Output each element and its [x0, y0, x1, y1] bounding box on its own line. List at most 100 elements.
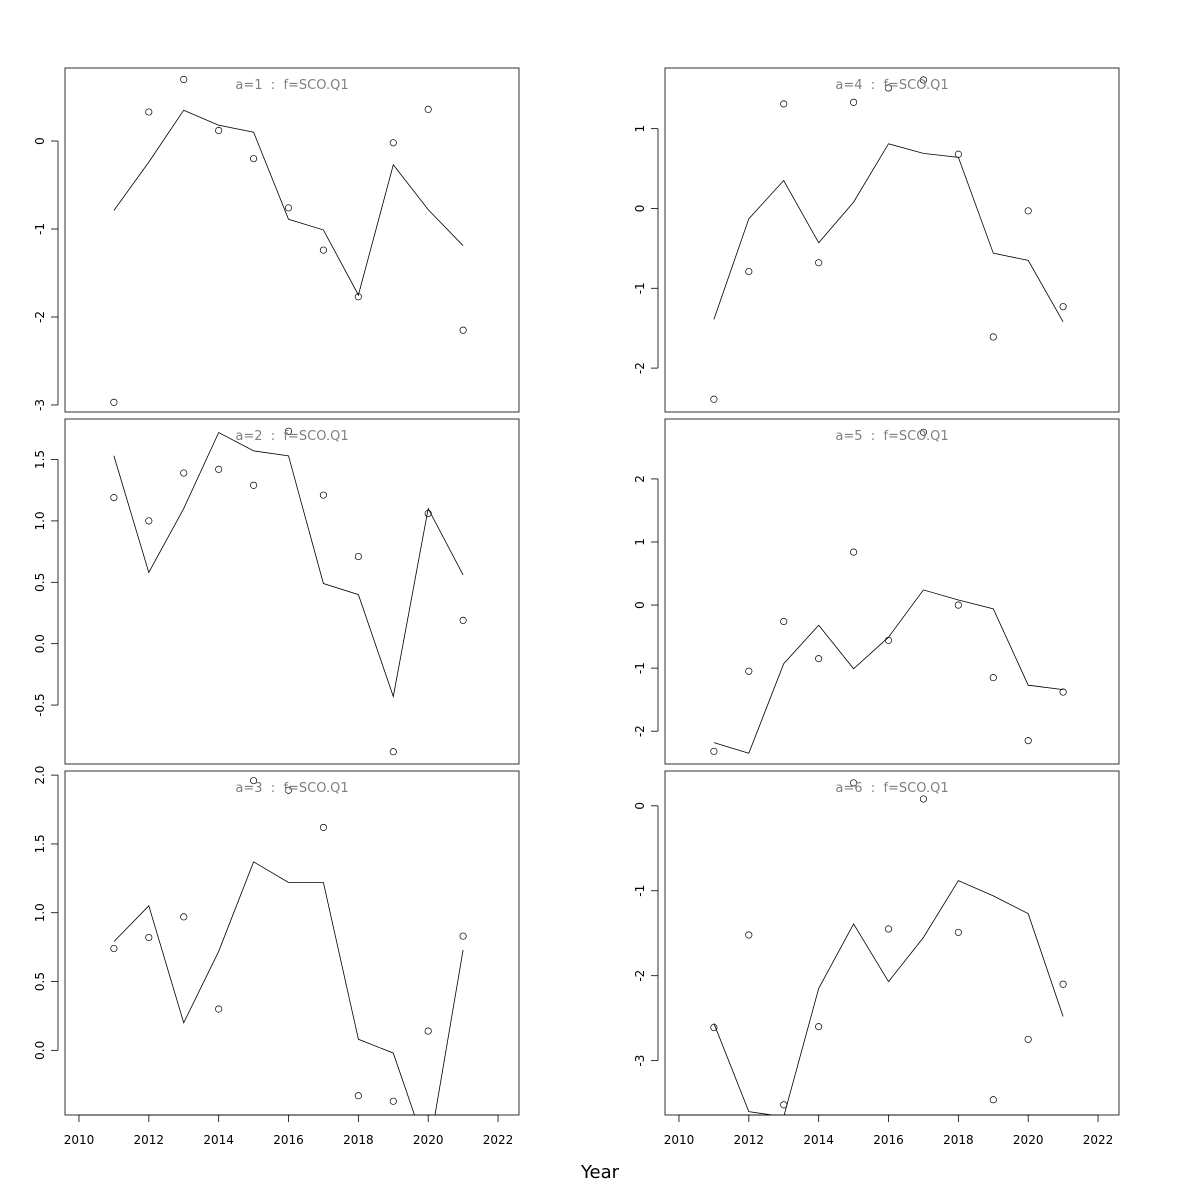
observed-point [180, 75, 188, 83]
x-tick-label: 2022 [483, 1133, 514, 1147]
y-tick-label: 1 [633, 125, 647, 133]
observed-point [919, 428, 927, 436]
observed-point [424, 105, 432, 113]
observed-point [1059, 688, 1067, 696]
y-tick-label: 0.0 [33, 1041, 47, 1060]
observed-point [354, 552, 362, 561]
y-tick-label: 2 [633, 475, 647, 483]
observed-point [1059, 980, 1067, 988]
observed-point [954, 601, 962, 609]
y-tick-label: 1.5 [33, 834, 47, 853]
observed-point [319, 246, 327, 254]
panel-title: a=4 : f=SCO.Q1 [835, 78, 948, 93]
x-tick-label: 2020 [1013, 1133, 1044, 1147]
x-tick-label: 2022 [1083, 1133, 1114, 1147]
x-tick-label: 2016 [273, 1133, 304, 1147]
y-tick-label: -3 [633, 1055, 647, 1067]
observed-point [250, 777, 258, 785]
observed-point [815, 655, 823, 663]
observed-point [459, 932, 467, 940]
fitted-line [713, 880, 1064, 1115]
observed-point [884, 925, 893, 933]
x-tick-label: 2018 [943, 1133, 974, 1147]
y-tick-label: 1 [633, 538, 647, 546]
observed-point [354, 293, 362, 301]
observed-point [919, 76, 927, 84]
y-tick-label: -1 [33, 223, 47, 235]
x-tick-label: 2014 [803, 1133, 834, 1147]
y-tick-label: -2 [633, 970, 647, 982]
observed-point [954, 150, 962, 158]
panel-5: 2 1 0 -1 -2 a=5 : f=SCO.Q1 [633, 418, 1120, 765]
observed-point [745, 931, 753, 939]
x-tick-label: 2016 [873, 1133, 904, 1147]
panel-3: 0.0 0.5 1.0 1.5 2.0 2010 2012 2014 2016 2018 2020 2… [33, 766, 520, 1147]
observed-point [250, 481, 258, 489]
observed-point [850, 779, 858, 787]
observed-point [145, 108, 153, 116]
y-tick-label: 0 [633, 601, 647, 609]
y-tick-label: -1 [633, 885, 647, 897]
x-tick-label: 2010 [664, 1133, 695, 1147]
observed-point [850, 548, 858, 556]
panel-frame [64, 770, 520, 1116]
observed-point [989, 333, 997, 341]
y-tick-label: 0 [33, 137, 47, 145]
observed-point [354, 1092, 362, 1100]
x-tick-label: 2018 [343, 1133, 374, 1147]
y-tick-label: 1.5 [33, 450, 47, 469]
observed-point [710, 747, 718, 755]
y-tick-label: -2 [633, 725, 647, 737]
x-tick-label: 2014 [203, 1133, 234, 1147]
observed-point [389, 748, 397, 756]
y-tick-label: 0.0 [33, 634, 47, 653]
observed-point [145, 933, 153, 942]
observed-point [389, 1097, 397, 1105]
fitted-line [113, 861, 464, 1115]
observed-point [745, 267, 753, 276]
y-tick-label: -0.5 [33, 693, 47, 716]
observed-point [1024, 207, 1032, 215]
y-tick-label: -2 [633, 362, 647, 374]
fitted-line [113, 431, 464, 699]
x-tick-label: 2012 [734, 1133, 765, 1147]
y-tick-label: 1.0 [33, 903, 47, 922]
observed-point [250, 155, 258, 163]
observed-point [780, 100, 788, 108]
observed-point [1024, 737, 1032, 745]
fitted-line [713, 143, 1064, 322]
y-tick-label: -1 [633, 662, 647, 674]
observed-point [780, 617, 788, 626]
observed-point [459, 616, 467, 624]
panels: 0 -1 -2 -3 a=1 : f=SCO.Q1 -0.5 0.0 0.5 1.0 1.5 a=2… [33, 67, 1120, 1147]
observed-point [1059, 303, 1067, 311]
y-tick-label: 0.5 [33, 573, 47, 592]
observed-point [215, 126, 223, 135]
panel-title: a=6 : f=SCO.Q1 [835, 781, 948, 796]
observed-point [180, 913, 188, 921]
observed-point [954, 928, 962, 936]
fitted-line [713, 589, 1064, 754]
observed-point [424, 1027, 432, 1035]
panel-4: 1 0 -1 -2 a=4 : f=SCO.Q1 [633, 67, 1120, 413]
x-axis-label: Year [580, 1162, 620, 1183]
panel-title: a=1 : f=SCO.Q1 [235, 78, 348, 93]
observed-point [145, 517, 153, 525]
observed-point [389, 139, 397, 147]
y-tick-label: -2 [33, 311, 47, 323]
y-tick-label: -1 [633, 282, 647, 294]
panel-title: a=2 : f=SCO.Q1 [235, 429, 348, 444]
panel-1: 0 -1 -2 -3 a=1 : f=SCO.Q1 [33, 67, 520, 413]
observed-point [1024, 1035, 1032, 1043]
observed-point [284, 427, 293, 435]
panel-frame [664, 770, 1120, 1116]
observed-point [215, 1005, 223, 1013]
y-tick-label: 0 [633, 802, 647, 810]
panel-frame [664, 418, 1120, 765]
fitted-line [113, 109, 464, 297]
observed-point [780, 1101, 788, 1109]
observed-point [110, 494, 118, 502]
observed-point [215, 465, 223, 473]
observed-point [989, 1096, 997, 1104]
